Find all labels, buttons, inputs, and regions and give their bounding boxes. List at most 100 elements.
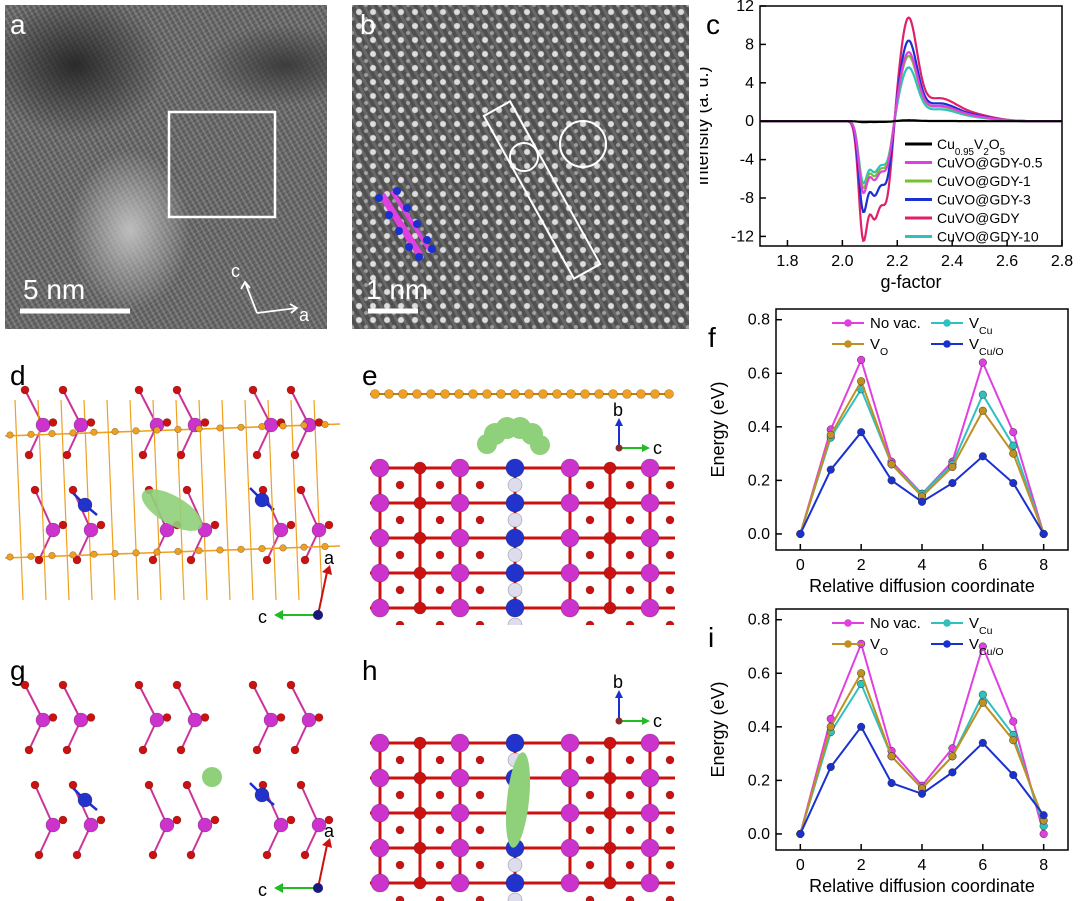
bond xyxy=(300,489,320,531)
o-atom xyxy=(395,895,405,901)
axis-label-a-a: a xyxy=(299,305,310,325)
o-atom xyxy=(435,895,445,901)
data-point xyxy=(917,497,927,506)
o-atom xyxy=(200,418,210,427)
x-tick-label: 8 xyxy=(1039,557,1048,574)
lattice-atom xyxy=(640,563,660,583)
y-axis-label: Energy (eV) xyxy=(708,381,728,477)
v-atom xyxy=(73,417,89,433)
data-point xyxy=(978,738,987,747)
c-atom xyxy=(524,389,534,399)
o-atom xyxy=(475,825,485,835)
y-tick-label: 0 xyxy=(745,113,754,130)
y-tick-label: 0.0 xyxy=(748,826,770,843)
c-atom xyxy=(482,389,492,399)
bond xyxy=(34,489,54,531)
structure-overlay xyxy=(375,187,436,261)
structure-e: b c xyxy=(370,389,675,625)
data-point xyxy=(796,829,805,838)
o-atom xyxy=(585,755,595,765)
o-atom xyxy=(162,713,172,722)
o-atom xyxy=(665,620,675,625)
o-atom xyxy=(395,515,405,525)
c-atom xyxy=(580,389,590,399)
bond xyxy=(34,784,54,826)
y-tick-label: 4 xyxy=(745,75,754,92)
o-atom xyxy=(162,418,172,427)
o-atom xyxy=(475,860,485,870)
x-tick-label: 0 xyxy=(796,857,805,874)
axis-label-c-h: c xyxy=(653,711,662,731)
o-atom xyxy=(58,520,68,530)
legend-marker xyxy=(943,319,951,327)
o-atom xyxy=(72,850,82,860)
legend-entry: Cu0.95V2O5 xyxy=(937,136,1006,158)
o-atom xyxy=(435,550,445,560)
c-atom xyxy=(594,389,604,399)
legend-entry: VO xyxy=(870,336,888,358)
c-atom xyxy=(174,425,182,433)
x-tick-label: 4 xyxy=(918,857,927,874)
vacancy-site xyxy=(507,477,523,493)
lattice-atom xyxy=(560,458,580,478)
cu-atom xyxy=(505,528,525,548)
c-atom xyxy=(69,429,77,437)
lattice-atom xyxy=(603,771,617,785)
c-atom xyxy=(426,389,436,399)
marker-circle-large xyxy=(559,120,607,168)
o-atom xyxy=(475,755,485,765)
legend-marker xyxy=(943,619,951,627)
o-atom xyxy=(475,550,485,560)
x-tick-label: 6 xyxy=(978,857,987,874)
lattice-atom xyxy=(560,838,580,858)
lattice-atom xyxy=(603,601,617,615)
lattice-atom xyxy=(413,876,427,890)
bond xyxy=(106,399,116,601)
y-tick-label: 12 xyxy=(736,0,754,15)
li-diffusion-path-e xyxy=(477,417,550,455)
o-atom xyxy=(300,850,310,860)
c-atom xyxy=(321,420,329,429)
c-atom xyxy=(69,551,77,559)
o-atom xyxy=(395,550,405,560)
c-atom xyxy=(398,389,408,399)
c-atom xyxy=(496,389,506,399)
legend-entry: No vac. xyxy=(870,615,921,632)
c-atom xyxy=(566,389,576,399)
o-atom xyxy=(48,418,58,427)
o-atom xyxy=(625,755,635,765)
panel-label-b: b xyxy=(360,9,376,40)
lattice-atom xyxy=(603,566,617,580)
lattice-atom xyxy=(370,528,390,548)
lattice-atom xyxy=(640,838,660,858)
y-tick-label: 0.0 xyxy=(748,526,770,543)
marker-circle-small xyxy=(509,142,539,172)
o-atom xyxy=(585,790,595,800)
data-point xyxy=(1009,449,1018,458)
data-point xyxy=(857,669,866,678)
o-atom xyxy=(30,780,40,790)
x-axis-label: Relative diffusion coordinate xyxy=(809,576,1035,596)
c-atom xyxy=(650,389,660,399)
o-atom xyxy=(148,555,158,565)
bond xyxy=(313,399,323,601)
lattice-atom xyxy=(640,493,660,513)
y-tick-label: 8 xyxy=(745,36,754,53)
o-atom xyxy=(286,385,296,395)
lattice-atom xyxy=(603,496,617,510)
axis-label-a-g: a xyxy=(324,821,335,841)
y-tick-label: 0.8 xyxy=(748,312,770,329)
data-point xyxy=(857,722,866,731)
axis-label-c-e: c xyxy=(653,438,662,458)
c-atom xyxy=(412,389,422,399)
cu-atom xyxy=(505,458,525,478)
o-atom xyxy=(34,850,44,860)
vacancy-site xyxy=(507,857,523,873)
data-point xyxy=(857,428,866,437)
o-atom xyxy=(324,815,334,825)
lattice-atom xyxy=(413,601,427,615)
series-line xyxy=(799,670,1045,835)
data-point xyxy=(1039,529,1048,538)
bond xyxy=(60,399,70,601)
o-atom xyxy=(395,585,405,595)
